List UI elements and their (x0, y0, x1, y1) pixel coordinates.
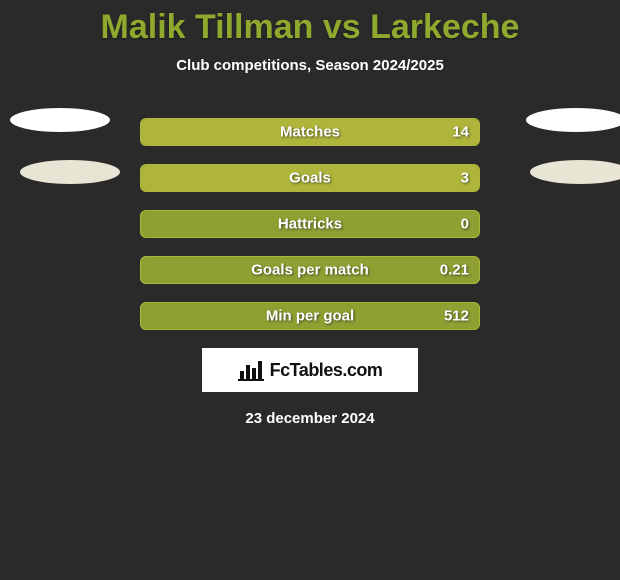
stat-bar: Hattricks 0 (140, 210, 480, 238)
comparison-chart: Matches 14 Goals 3 Hattricks 0 Goals per match… (0, 118, 620, 330)
stat-label: Goals (289, 170, 331, 187)
stat-label: Hattricks (278, 216, 342, 233)
stat-bar: Matches 14 (140, 118, 480, 146)
stat-bar: Goals 3 (140, 164, 480, 192)
decor-ellipse (10, 108, 110, 132)
page-title: Malik Tillman vs Larkeche (0, 0, 620, 47)
date-text: 23 december 2024 (0, 410, 620, 427)
brand-box: FcTables.com (202, 348, 418, 392)
subtitle: Club competitions, Season 2024/2025 (0, 57, 620, 74)
decor-ellipse (530, 160, 620, 184)
stat-value: 3 (461, 170, 469, 187)
stat-value: 0 (461, 216, 469, 233)
brand-text: FcTables.com (270, 360, 383, 381)
bar-chart-icon (238, 359, 264, 381)
stat-bar: Min per goal 512 (140, 302, 480, 330)
stat-label: Min per goal (266, 308, 354, 325)
decor-ellipse (526, 108, 620, 132)
stat-value: 512 (444, 308, 469, 325)
stat-value: 14 (452, 124, 469, 141)
stat-bar: Goals per match 0.21 (140, 256, 480, 284)
stat-label: Goals per match (251, 262, 369, 279)
decor-ellipse (20, 160, 120, 184)
stat-value: 0.21 (440, 262, 469, 279)
stat-label: Matches (280, 124, 340, 141)
